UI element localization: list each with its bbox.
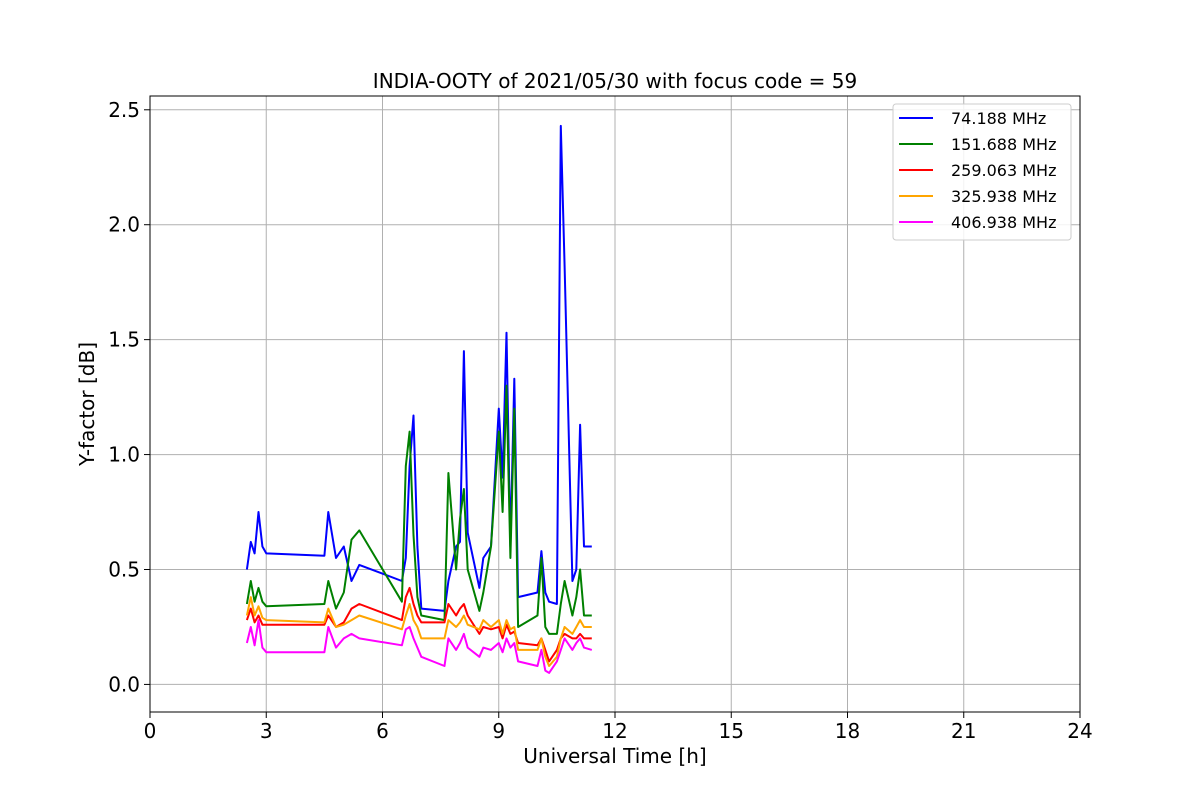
x-axis-label: Universal Time [h]	[523, 744, 706, 768]
series-layer	[245, 124, 593, 674]
x-tick-label: 15	[719, 719, 744, 743]
legend: 74.188 MHz 151.688 MHz 259.063 MHz 325.938 …	[892, 103, 1072, 241]
series-line-4	[245, 619, 593, 674]
chart-title: INDIA-OOTY of 2021/05/30 with focus code…	[373, 69, 857, 93]
series-line-1	[245, 384, 592, 635]
x-axis: 0 3 6 9 12 15 18 21 24	[144, 712, 1093, 743]
x-tick-label: 18	[835, 719, 860, 743]
x-tick-label: 24	[1067, 719, 1092, 743]
y-axis: 0.0 0.5 1.0 1.5 2.0 2.5	[108, 98, 150, 696]
series-line-0	[245, 124, 592, 612]
y-tick-label: 2.0	[108, 213, 140, 237]
y-tick-label: 1.0	[108, 443, 140, 467]
legend-frame	[892, 103, 1072, 241]
series-line-3	[245, 596, 592, 667]
legend-label: 74.188 MHz	[951, 109, 1046, 128]
y-tick-label: 0.5	[108, 557, 140, 581]
x-tick-label: 12	[602, 719, 627, 743]
y-axis-label: Y-factor [dB]	[75, 342, 99, 467]
x-tick-label: 6	[376, 719, 389, 743]
x-tick-label: 0	[144, 719, 157, 743]
legend-label: 259.063 MHz	[951, 161, 1056, 180]
series-line-2	[245, 586, 592, 663]
x-tick-label: 21	[951, 719, 976, 743]
y-tick-label: 0.0	[108, 672, 140, 696]
legend-label: 325.938 MHz	[951, 187, 1056, 206]
legend-label: 406.938 MHz	[951, 213, 1056, 232]
x-tick-label: 3	[260, 719, 273, 743]
x-tick-label: 9	[492, 719, 505, 743]
y-tick-label: 2.5	[108, 98, 140, 122]
legend-label: 151.688 MHz	[951, 135, 1056, 154]
y-tick-label: 1.5	[108, 328, 140, 352]
